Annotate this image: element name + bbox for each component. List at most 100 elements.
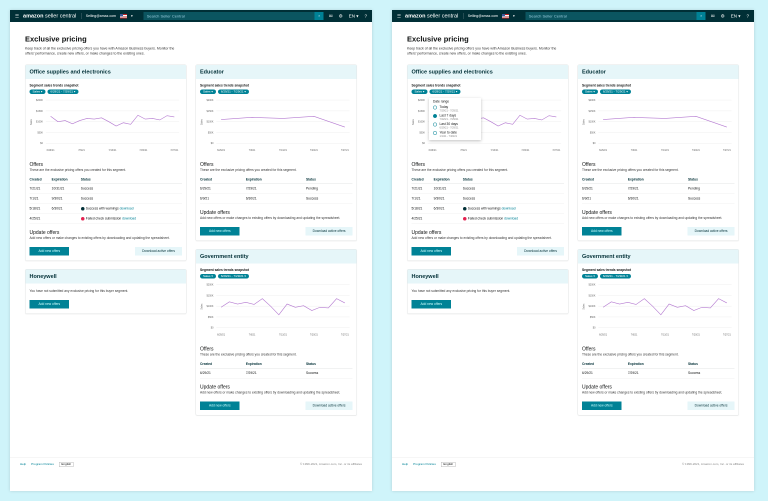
add-new-offers-button[interactable]: Add new offers: [200, 401, 240, 410]
add-new-offers-button[interactable]: Add new offers: [582, 401, 622, 410]
logo[interactable]: amazon seller central: [405, 13, 464, 19]
menu-icon[interactable]: ☰: [397, 13, 402, 19]
x-tick-label: 7/6/21: [78, 149, 85, 152]
download-active-offers-button[interactable]: Download active offers: [517, 247, 564, 256]
metric-filter-chip[interactable]: Sales ▾: [582, 89, 598, 94]
date-range-chip[interactable]: 6/29/21 - 7/29/21 ▾: [217, 274, 249, 279]
download-active-offers-button[interactable]: Download active offers: [305, 401, 353, 410]
chevron-down-icon[interactable]: ▾: [130, 14, 133, 19]
download-link[interactable]: download: [122, 217, 137, 221]
gear-icon[interactable]: ⚙: [720, 13, 725, 19]
add-new-offers-button[interactable]: Add new offers: [29, 247, 70, 256]
download-link[interactable]: download: [119, 207, 134, 211]
column-status: Status: [687, 176, 735, 184]
offer-row: 7/21/21 10/31/21 Success: [29, 183, 182, 194]
y-tick-label: $50K: [590, 131, 596, 134]
y-tick-label: $100K: [207, 121, 214, 124]
us-flag-icon[interactable]: [501, 13, 509, 19]
expiration-date: 6/30/21: [627, 193, 688, 204]
language-select[interactable]: English: [440, 462, 456, 467]
help-icon[interactable]: ?: [746, 13, 749, 19]
download-active-offers-button[interactable]: Download active offers: [687, 227, 735, 236]
mail-icon[interactable]: ✉: [710, 13, 715, 19]
segment-card: Educator Segment sales trends snapshot S…: [577, 64, 739, 241]
y-axis-label: Sales: [30, 118, 33, 125]
help-icon[interactable]: ?: [364, 13, 367, 19]
chevron-down-icon[interactable]: ▾: [512, 14, 515, 19]
download-active-offers-button[interactable]: Download active offers: [687, 401, 735, 410]
offers-description: These are the exclusive pricing offers y…: [200, 168, 297, 173]
column-expiration: Expiration: [245, 176, 306, 184]
search-icon[interactable]: ⌕: [696, 12, 706, 20]
date-range-chip[interactable]: 6/29/21 - 7/29/21 ▾: [599, 89, 631, 94]
mail-icon[interactable]: ✉: [328, 13, 333, 19]
update-offers-description: Add new offers or make changes to existi…: [200, 391, 341, 395]
account-name[interactable]: Selling@amaz.com: [85, 14, 116, 18]
language-selector[interactable]: EN ▾: [348, 13, 359, 19]
window-dropdown-open: ☰ amazon seller central Selling@amaz.com…: [392, 10, 754, 491]
date-range-chip[interactable]: 6/29/21 - 7/29/21 ▾: [217, 89, 249, 94]
download-active-offers-button[interactable]: Download active offers: [305, 227, 353, 236]
add-new-offers-button[interactable]: Add new offers: [29, 300, 70, 309]
date-range-chip[interactable]: 6/29/21 - 7/29/21 ▾: [599, 274, 631, 279]
search-icon[interactable]: ⌕: [314, 12, 324, 20]
program-policies-link[interactable]: Program Policies: [31, 463, 54, 466]
help-link[interactable]: Help: [20, 463, 27, 466]
date-range-option[interactable]: Year to date 1/1/21 - 7/29/21: [433, 131, 477, 138]
status-text: Success: [305, 371, 319, 376]
created-date: 6/9/21: [582, 193, 628, 204]
y-tick-label: $100K: [207, 305, 214, 308]
metric-filter-chip[interactable]: Sales ▾: [411, 89, 428, 94]
segment-title: Honeywell: [407, 269, 568, 284]
logo[interactable]: amazon seller central: [23, 13, 82, 19]
metric-filter-chip[interactable]: Sales ▾: [200, 89, 216, 94]
language-select[interactable]: English: [58, 462, 74, 467]
download-link[interactable]: download: [504, 217, 519, 221]
column-status: Status: [687, 360, 735, 369]
x-tick-label: 7/20/21: [692, 149, 701, 152]
download-link[interactable]: download: [501, 207, 516, 211]
radio-button[interactable]: [433, 131, 437, 135]
y-tick-label: $50K: [419, 131, 425, 134]
search-input[interactable]: Search Seller Central ⌕: [525, 12, 706, 20]
x-tick-label: 7/6/21: [631, 149, 638, 152]
status-text: Success with warnings: [85, 207, 119, 211]
metric-filter-chip[interactable]: Sales ▾: [29, 89, 46, 94]
gear-icon[interactable]: ⚙: [338, 13, 343, 19]
offers-table: Created Expiration Status 7/21/21 10/31/21 Su…: [411, 176, 564, 225]
top-nav: ☰ amazon seller central Selling@amaz.com…: [392, 10, 754, 22]
created-date: 6/29/21: [582, 183, 628, 194]
x-tick-label: 7/27/21: [170, 149, 179, 152]
x-tick-label: 7/13/21: [279, 333, 288, 336]
date-range-chip[interactable]: 6/29/21 - 7/29/21 ▾: [429, 89, 461, 94]
metric-filter-chip[interactable]: Sales ▾: [582, 274, 598, 279]
date-range-chip[interactable]: 6/29/21 - 7/29/21 ▾: [47, 89, 79, 94]
add-new-offers-button[interactable]: Add new offers: [582, 227, 622, 236]
segment-title: Office supplies and electronics: [25, 65, 186, 79]
download-active-offers-button[interactable]: Download active offers: [135, 247, 182, 256]
help-link[interactable]: Help: [402, 463, 409, 466]
search-input[interactable]: Search Seller Central ⌕: [143, 12, 324, 20]
date-range-option[interactable]: Last 30 days 6/29/21 - 7/29/21: [433, 122, 477, 130]
add-new-offers-button[interactable]: Add new offers: [200, 227, 240, 236]
menu-icon[interactable]: ☰: [15, 13, 20, 19]
date-range-option[interactable]: Last 7 days 7/22/21 - 7/29/21: [433, 114, 477, 121]
sales-line: [603, 115, 727, 128]
account-name[interactable]: Selling@amaz.com: [467, 14, 498, 18]
metric-filter-chip[interactable]: Sales ▾: [200, 274, 216, 279]
add-new-offers-button[interactable]: Add new offers: [411, 300, 452, 309]
radio-button[interactable]: [433, 114, 437, 118]
us-flag-icon[interactable]: [119, 13, 127, 19]
add-new-offers-button[interactable]: Add new offers: [411, 247, 452, 256]
snapshot-label: Segment sales trends snapshot: [29, 84, 79, 88]
language-selector[interactable]: EN ▾: [730, 13, 741, 19]
column-created: Created: [411, 176, 434, 184]
radio-button[interactable]: [433, 105, 437, 110]
update-offers-heading: Update offers: [29, 230, 60, 236]
program-policies-link[interactable]: Program Policies: [413, 463, 436, 466]
radio-button[interactable]: [433, 122, 437, 127]
offers-description: These are the exclusive pricing offers y…: [582, 168, 679, 173]
sales-trend-chart: $200K $150K $100K $50K $0 6/29/21 7/6/21 7/13/2…: [582, 99, 732, 152]
date-range-option[interactable]: Today 7/29/21 - 7/29/21: [433, 105, 477, 113]
offers-description: These are the exclusive pricing offers y…: [200, 353, 297, 357]
